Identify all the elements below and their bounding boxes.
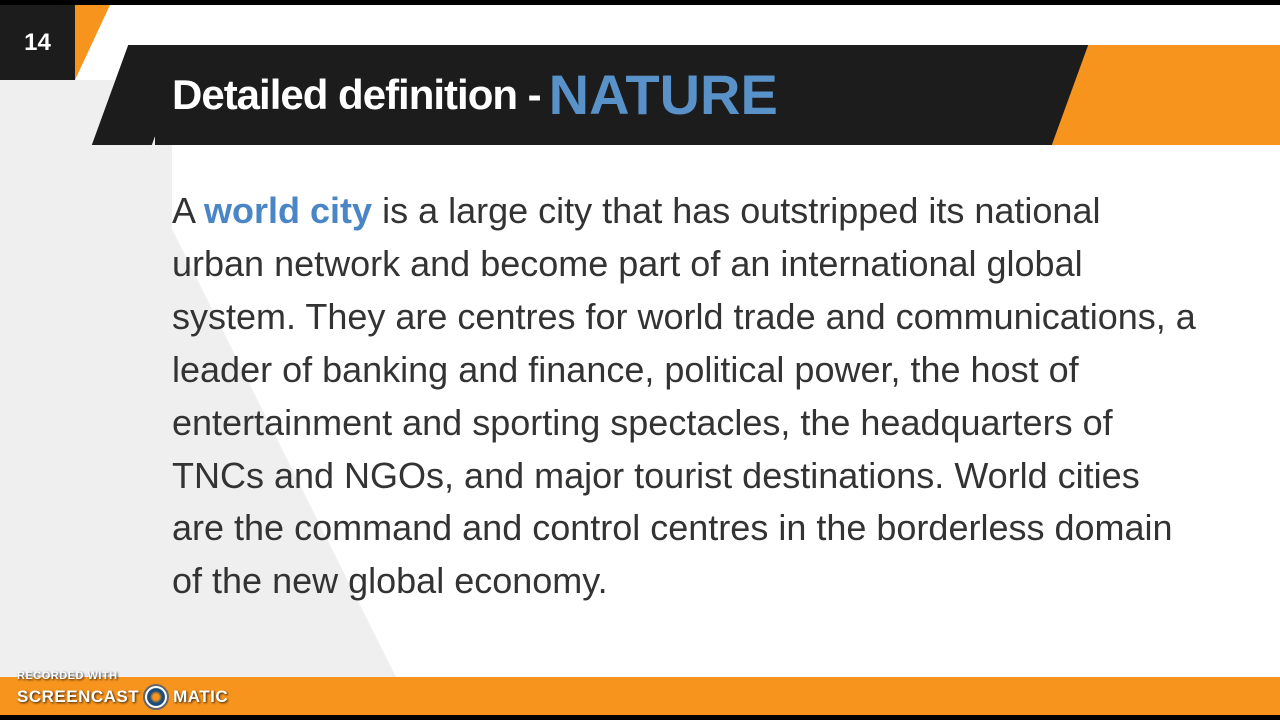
slide-body: A world city is a large city that has ou…: [172, 185, 1200, 608]
body-prefix: A: [172, 190, 204, 231]
page-number: 14: [24, 29, 51, 57]
title-highlight: NATURE: [549, 62, 778, 127]
orange-accent-triangle: [75, 5, 110, 80]
watermark-recorded-with: RECORDED WITH: [17, 670, 228, 682]
watermark: RECORDED WITH SCREENCAST MATIC: [17, 670, 228, 710]
title-prefix: Detailed definition -: [172, 71, 541, 119]
watermark-brand: SCREENCAST MATIC: [17, 684, 228, 710]
top-border: [0, 0, 1280, 5]
bottom-border: [0, 715, 1280, 720]
page-number-box: 14: [0, 5, 75, 80]
watermark-logo-icon: [143, 684, 169, 710]
watermark-brand-right: MATIC: [173, 687, 228, 707]
body-highlight-term: world city: [204, 190, 372, 231]
watermark-brand-left: SCREENCAST: [17, 687, 139, 707]
body-rest: is a large city that has outstripped its…: [172, 190, 1196, 601]
slide-title: Detailed definition - NATURE: [172, 62, 778, 127]
